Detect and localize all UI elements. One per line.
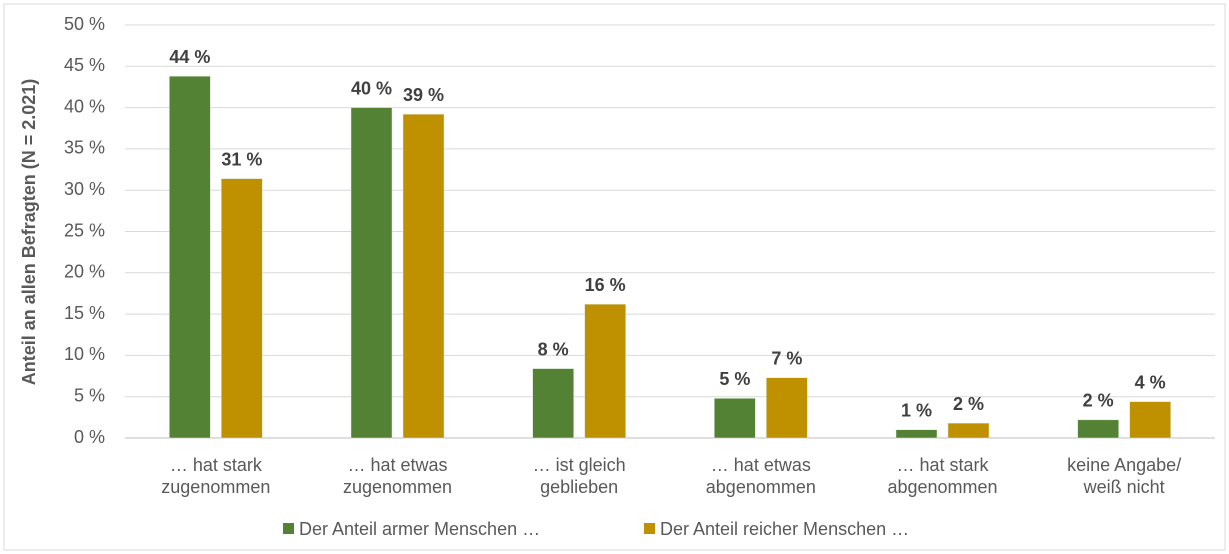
value-label: 40 % [351,78,392,98]
y-tick-label: 0 % [74,427,105,447]
y-tick-label: 10 % [64,344,105,364]
legend-swatch [644,523,655,534]
y-tick-label: 50 % [64,14,105,34]
value-label: 39 % [403,85,444,105]
bar [947,422,990,439]
chart-border [3,3,1226,551]
y-tick-label: 35 % [64,138,105,158]
y-tick-label: 25 % [64,220,105,240]
y-tick-label: 20 % [64,262,105,282]
bar [350,107,393,439]
x-tick-label: … hat etwas abgenommen [705,455,816,497]
value-label: 2 % [1083,391,1114,411]
value-label: 8 % [538,339,569,359]
bar [766,377,808,439]
y-tick-label: 30 % [64,179,105,199]
y-axis-label: Anteil an allen Befragten (N = 2.021) [19,79,39,386]
legend-swatch [283,523,294,534]
value-label: 4 % [1135,372,1166,392]
value-label: 1 % [901,400,932,420]
legend-label: Der Anteil reicher Menschen … [660,519,910,539]
y-tick-label: 40 % [64,96,105,116]
bar [1129,401,1171,439]
bar [895,429,938,439]
value-label: 16 % [585,275,626,295]
bar [402,113,445,439]
y-tick-label: 5 % [74,385,105,405]
value-label: 31 % [221,149,262,169]
value-label: 44 % [169,47,210,67]
y-tick-label: 15 % [64,303,105,323]
x-tick-label: … hat etwas zugenommen [342,455,453,497]
x-tick-label: … hat stark abgenommen [887,455,998,497]
bar [584,303,626,439]
bar [532,368,574,439]
bar [714,398,756,439]
legend-label: Der Anteil armer Menschen … [299,519,541,539]
value-label: 7 % [771,348,802,368]
bar [221,178,263,439]
value-label: 5 % [719,369,750,389]
x-tick-label: keine Angabe/ weiß nicht [1067,455,1182,497]
value-label: 2 % [953,394,984,414]
x-tick-label: … hat stark zugenommen [161,455,271,497]
bar [1077,419,1119,439]
y-tick-label: 45 % [64,55,105,75]
x-tick-label: … ist gleich geblieben [532,455,626,497]
bar [169,75,211,439]
